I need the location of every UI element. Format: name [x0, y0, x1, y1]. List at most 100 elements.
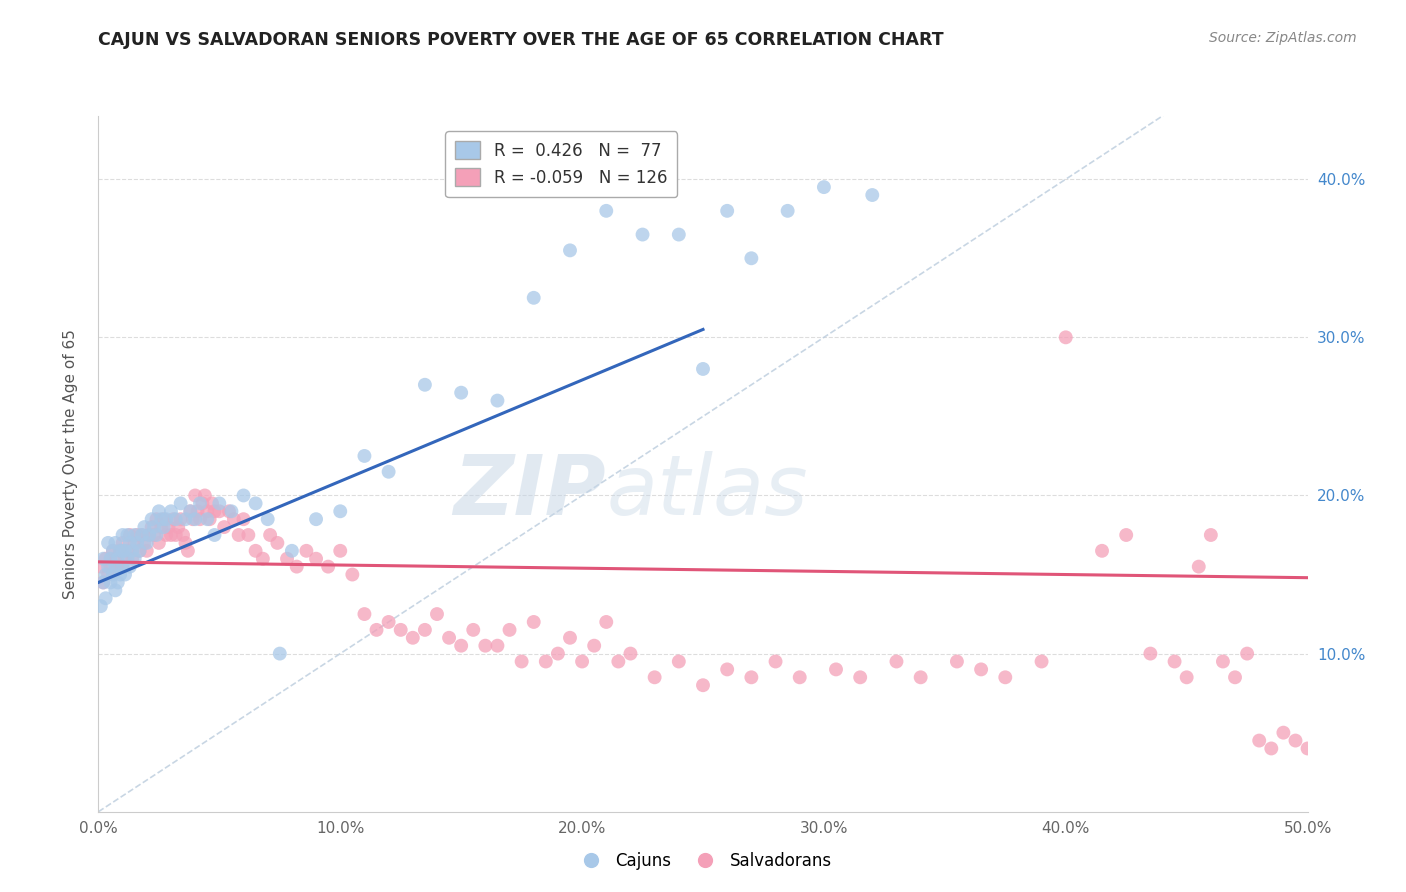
Point	[228, 528, 250, 542]
Point	[305, 512, 328, 526]
Point	[157, 520, 180, 534]
Point	[523, 291, 546, 305]
Point	[91, 551, 114, 566]
Point	[776, 203, 799, 218]
Point	[305, 551, 328, 566]
Point	[269, 647, 291, 661]
Point	[295, 543, 318, 558]
Point	[547, 647, 569, 661]
Point	[245, 496, 267, 510]
Point	[1260, 741, 1282, 756]
Point	[849, 670, 872, 684]
Point	[97, 567, 120, 582]
Point	[108, 543, 131, 558]
Point	[143, 520, 166, 534]
Point	[463, 623, 485, 637]
Point	[1139, 647, 1161, 661]
Point	[111, 528, 134, 542]
Point	[94, 591, 117, 606]
Point	[474, 639, 496, 653]
Point	[94, 567, 117, 582]
Point	[181, 512, 204, 526]
Point	[169, 496, 191, 510]
Point	[111, 543, 134, 558]
Point	[128, 543, 150, 558]
Point	[285, 559, 308, 574]
Point	[1284, 733, 1306, 747]
Point	[100, 575, 122, 590]
Point	[165, 528, 187, 542]
Point	[994, 670, 1017, 684]
Point	[118, 528, 141, 542]
Point	[232, 488, 254, 502]
Point	[91, 575, 114, 590]
Point	[145, 528, 167, 542]
Point	[160, 528, 183, 542]
Point	[104, 559, 127, 574]
Text: ZIP: ZIP	[454, 451, 606, 533]
Point	[179, 504, 201, 518]
Point	[188, 512, 211, 526]
Point	[595, 203, 617, 218]
Point	[107, 551, 129, 566]
Point	[1188, 559, 1211, 574]
Point	[138, 528, 160, 542]
Point	[910, 670, 932, 684]
Point	[208, 496, 231, 510]
Point	[486, 639, 509, 653]
Text: atlas: atlas	[606, 451, 808, 533]
Point	[162, 512, 184, 526]
Point	[100, 551, 122, 566]
Point	[366, 623, 388, 637]
Point	[222, 512, 245, 526]
Point	[765, 655, 787, 669]
Point	[104, 551, 127, 566]
Text: CAJUN VS SALVADORAN SENIORS POVERTY OVER THE AGE OF 65 CORRELATION CHART: CAJUN VS SALVADORAN SENIORS POVERTY OVER…	[98, 31, 943, 49]
Point	[131, 528, 153, 542]
Point	[238, 528, 260, 542]
Point	[413, 623, 436, 637]
Point	[825, 662, 848, 676]
Point	[789, 670, 811, 684]
Point	[208, 504, 231, 518]
Point	[184, 488, 207, 502]
Point	[402, 631, 425, 645]
Point	[90, 559, 112, 574]
Point	[644, 670, 666, 684]
Point	[1163, 655, 1185, 669]
Point	[124, 536, 146, 550]
Point	[1212, 655, 1234, 669]
Point	[118, 536, 141, 550]
Point	[668, 227, 690, 242]
Point	[204, 504, 226, 518]
Point	[107, 575, 129, 590]
Point	[266, 536, 288, 550]
Legend: Cajuns, Salvadorans: Cajuns, Salvadorans	[567, 845, 839, 877]
Point	[97, 536, 120, 550]
Point	[167, 520, 190, 534]
Point	[152, 512, 174, 526]
Point	[558, 631, 581, 645]
Point	[316, 559, 339, 574]
Point	[342, 567, 364, 582]
Point	[1054, 330, 1077, 344]
Point	[117, 543, 139, 558]
Point	[104, 583, 127, 598]
Point	[134, 520, 156, 534]
Point	[128, 543, 150, 558]
Point	[177, 543, 200, 558]
Point	[94, 551, 117, 566]
Point	[117, 528, 139, 542]
Point	[595, 615, 617, 629]
Point	[329, 504, 352, 518]
Point	[256, 512, 278, 526]
Point	[1333, 717, 1355, 731]
Point	[218, 504, 240, 518]
Text: Source: ZipAtlas.com: Source: ZipAtlas.com	[1209, 31, 1357, 45]
Point	[160, 504, 183, 518]
Point	[813, 180, 835, 194]
Point	[252, 551, 274, 566]
Point	[860, 188, 883, 202]
Point	[184, 512, 207, 526]
Point	[90, 599, 112, 614]
